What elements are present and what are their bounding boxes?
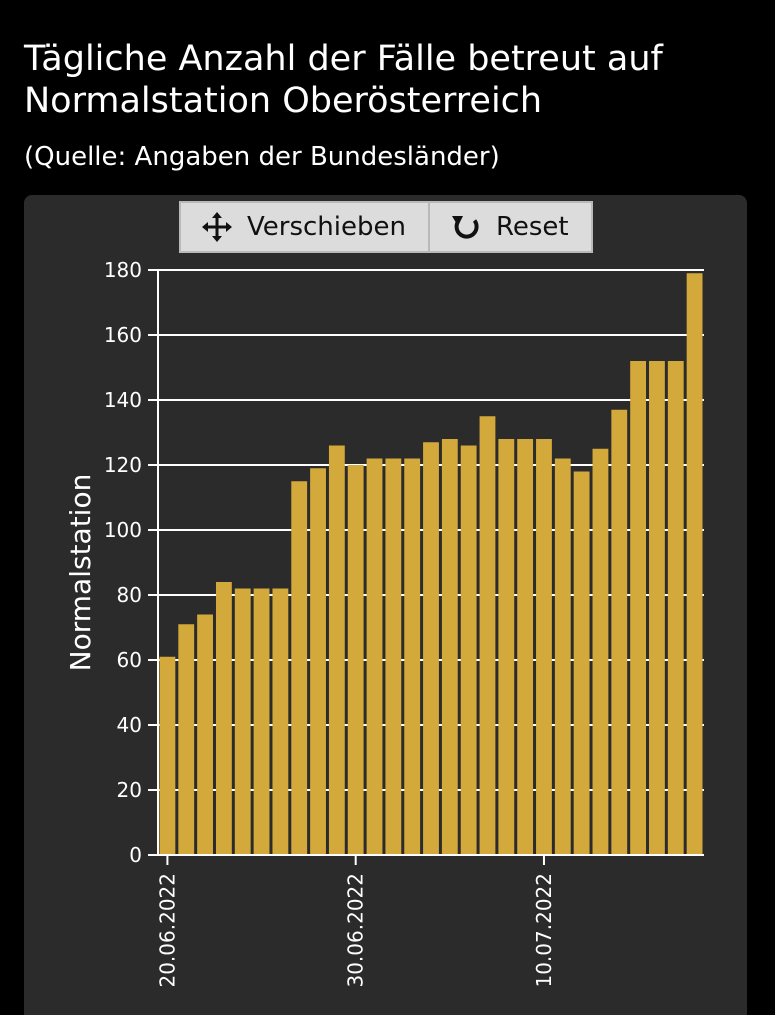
bar [649,361,665,855]
bar [479,416,496,855]
bar [460,445,477,855]
bar [197,614,213,855]
x-tick-label: 30.06.2022 [344,873,368,988]
y-tick-label: 20 [117,778,142,802]
bar [253,588,270,855]
chart-toolbar: Verschieben Reset [179,201,593,253]
bar [611,409,628,855]
pan-button-label: Verschieben [247,212,406,242]
bar [536,439,552,855]
y-tick-label: 80 [117,583,142,607]
bar-chart: 0 20 40 60 80 100 120 140 160 180 Normalstation 20.… [64,258,704,988]
chart-subtitle: (Quelle: Angaben der Bundesländer) [24,142,500,172]
bar [366,458,383,855]
y-tick-label: 120 [104,453,142,477]
bar [554,458,571,855]
reset-arrow-icon [450,211,482,243]
x-tick-label: 10.07.2022 [532,873,556,988]
move-arrows-icon [201,211,233,243]
chart-title: Tägliche Anzahl der Fälle betreut auf No… [24,39,663,121]
bar [310,468,326,855]
bar [686,273,703,855]
chart-panel: Verschieben Reset 0 20 40 60 80 100 120 140 160 1… [24,195,747,1015]
y-tick-label: 160 [104,323,142,347]
bar [328,445,345,855]
bar [385,458,402,855]
bar [347,465,364,855]
bar [630,361,647,855]
y-tick-label: 140 [104,388,142,412]
bar [215,582,232,855]
bar [234,588,251,855]
bar [592,448,609,855]
y-tick-label: 100 [104,518,142,542]
y-axis-label: Normalstation [64,474,97,672]
bar [667,361,684,855]
bar [272,588,289,855]
bar [178,624,195,855]
bar [441,439,458,855]
reset-button[interactable]: Reset [429,201,593,253]
bar [404,458,421,855]
x-tick-label: 20.06.2022 [155,873,179,988]
bar [573,471,590,855]
y-tick-label: 0 [129,843,142,867]
bar [291,481,308,855]
bar [498,439,515,855]
bar [159,656,176,855]
bar [423,442,439,855]
y-tick-label: 40 [117,713,142,737]
bar [517,439,534,855]
y-tick-label: 60 [117,648,142,672]
reset-button-label: Reset [495,212,569,242]
pan-button[interactable]: Verschieben [179,201,430,253]
y-tick-label: 180 [104,258,142,282]
